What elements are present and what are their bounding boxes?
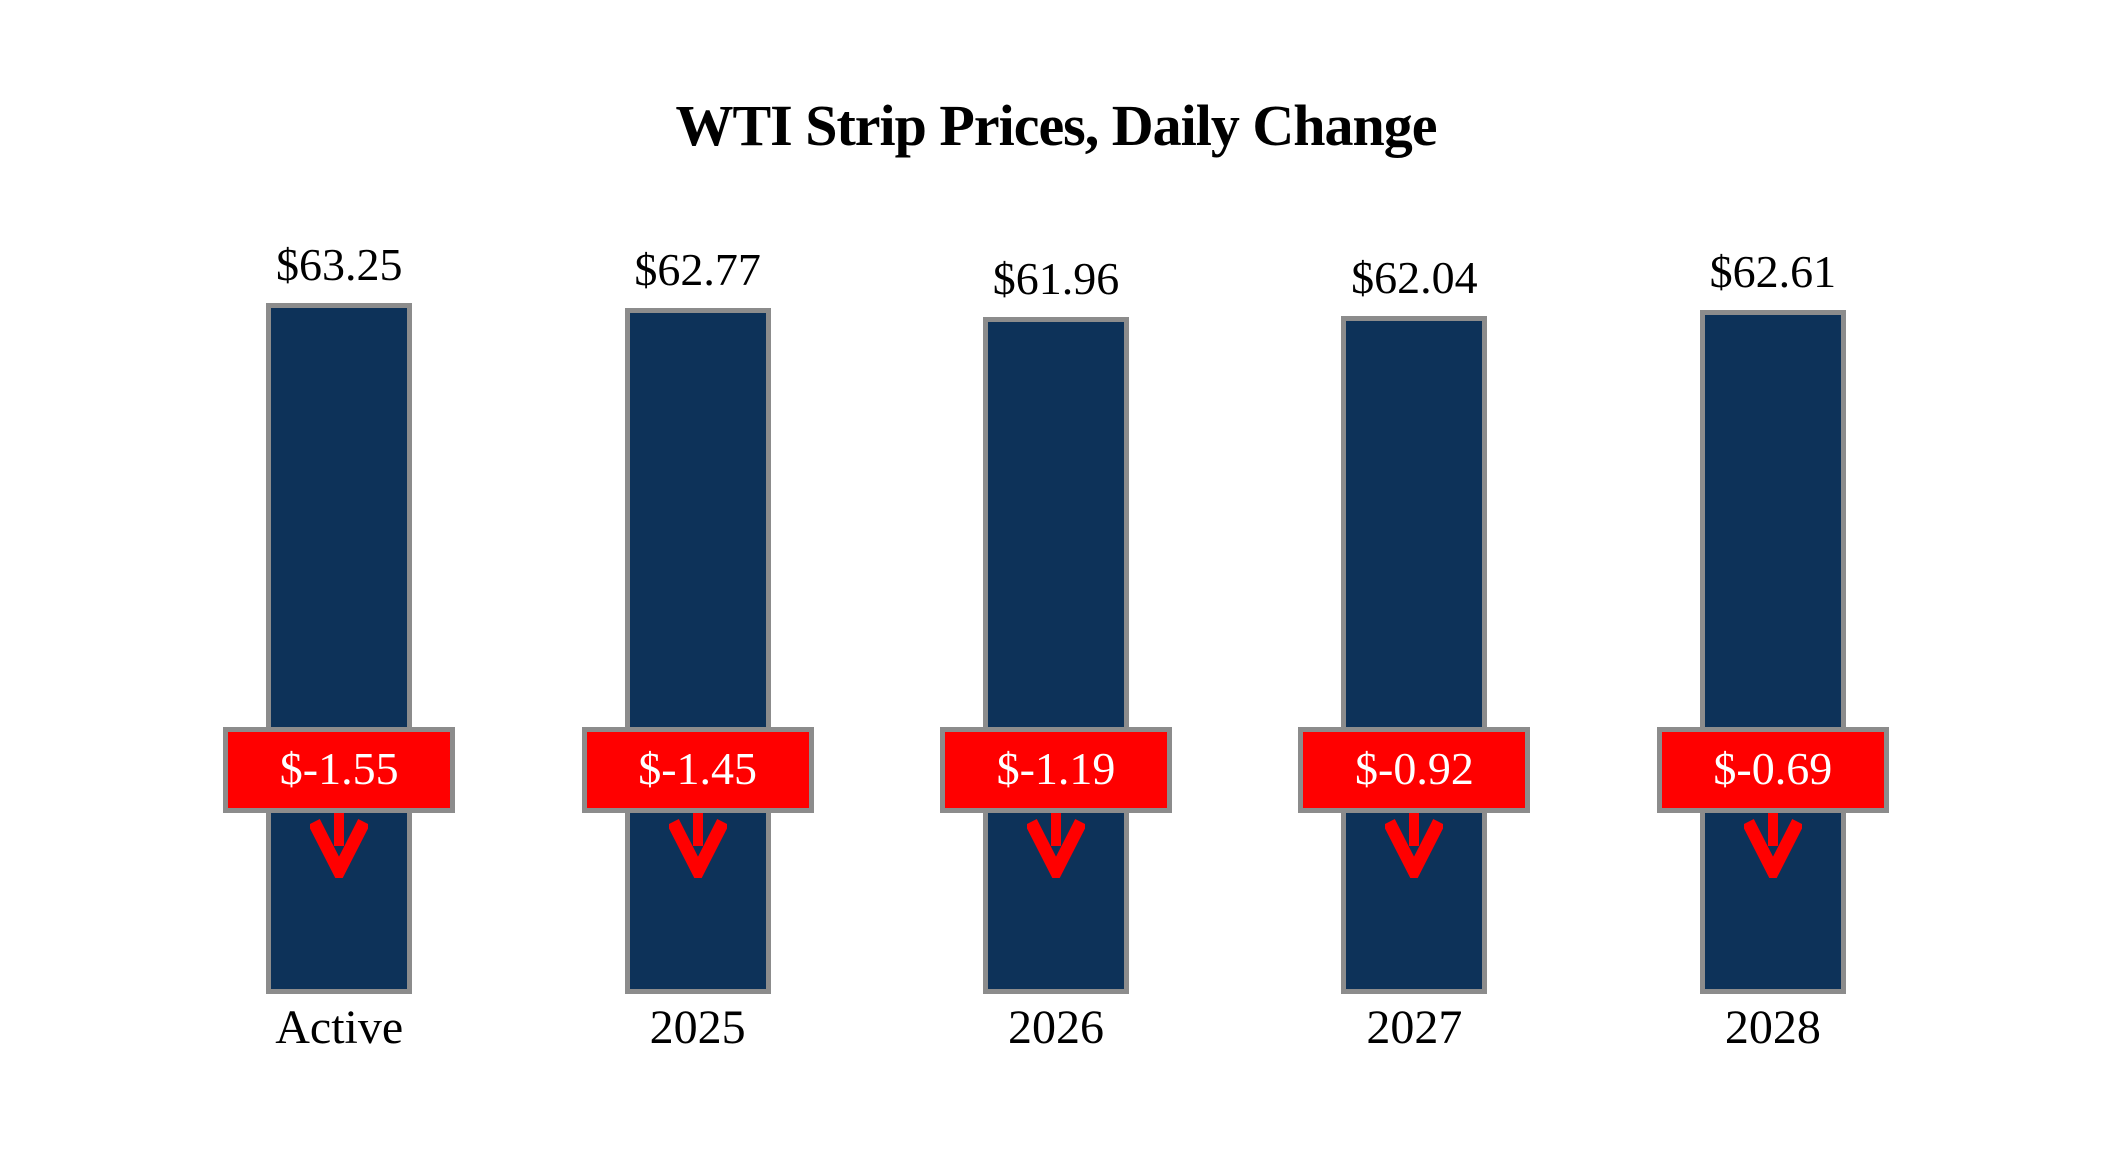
down-arrow-icon bbox=[1743, 813, 1802, 878]
down-arrow-icon bbox=[310, 813, 369, 878]
daily-change-badge: $-1.45 bbox=[581, 727, 814, 813]
chart-column-active: $63.25 $-1.55 Active bbox=[160, 0, 518, 1152]
category-label: 2027 bbox=[1366, 1001, 1463, 1054]
plot-area: $63.25 $-1.55 Active $62.77 $-1.45 2025 $61.96… bbox=[160, 0, 1952, 1152]
chart-title: WTI Strip Prices, Daily Change bbox=[675, 93, 1437, 158]
price-label: $62.04 bbox=[1351, 252, 1478, 303]
price-bar bbox=[983, 317, 1130, 994]
category-label: 2026 bbox=[1008, 1001, 1105, 1054]
daily-change-badge: $-1.55 bbox=[223, 727, 456, 813]
category-label: 2028 bbox=[1724, 1001, 1821, 1054]
daily-change-badge: $-1.19 bbox=[940, 727, 1173, 813]
category-label: 2025 bbox=[649, 1001, 746, 1054]
down-arrow-icon bbox=[1385, 813, 1444, 878]
daily-change-badge: $-0.92 bbox=[1298, 727, 1531, 813]
price-bar bbox=[1699, 310, 1846, 994]
chart-column-2028: $62.61 $-0.69 2028 bbox=[1594, 0, 1952, 1152]
chart-column-2026: $61.96 $-1.19 2026 bbox=[877, 0, 1235, 1152]
price-label: $61.96 bbox=[992, 253, 1120, 304]
price-bar bbox=[266, 303, 413, 994]
price-bar bbox=[624, 308, 771, 994]
category-label: Active bbox=[275, 1001, 404, 1054]
price-label: $63.25 bbox=[275, 239, 403, 290]
down-arrow-icon bbox=[668, 813, 727, 878]
chart-column-2027: $62.04 $-0.92 2027 bbox=[1235, 0, 1593, 1152]
price-bar bbox=[1341, 316, 1488, 994]
chart-column-2025: $62.77 $-1.45 2025 bbox=[518, 0, 876, 1152]
price-label: $62.61 bbox=[1709, 246, 1837, 297]
down-arrow-icon bbox=[1027, 813, 1086, 878]
price-label: $62.77 bbox=[634, 244, 761, 295]
daily-change-badge: $-0.69 bbox=[1656, 727, 1889, 813]
